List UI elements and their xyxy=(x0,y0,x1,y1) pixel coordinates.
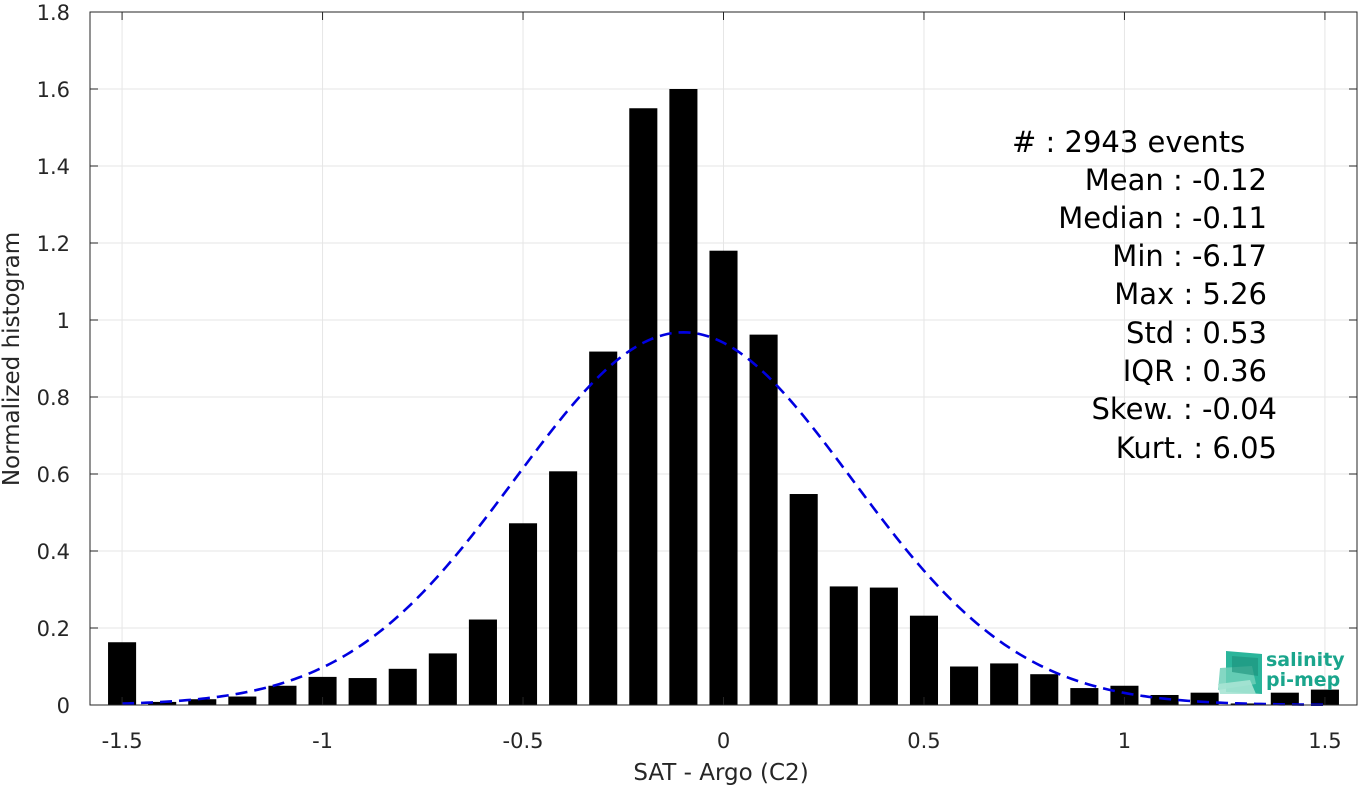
y-tick-label-5: 1 xyxy=(57,309,70,333)
histogram-bar-7 xyxy=(388,668,417,705)
x-tick-label-6: 1.5 xyxy=(1308,729,1341,753)
histogram-bar-9 xyxy=(468,619,497,705)
stat-max: Max : 5.26 xyxy=(1114,277,1267,311)
histogram-bar-23 xyxy=(1030,674,1059,705)
histogram-bar-24 xyxy=(1070,688,1099,705)
histogram-bar-19 xyxy=(869,587,898,705)
stat-iqr: IQR : 0.36 xyxy=(1123,354,1267,388)
histogram-bar-6 xyxy=(348,678,377,705)
logo-text-pimep: pi-mep xyxy=(1266,669,1340,691)
histogram-bar-3 xyxy=(228,696,257,705)
y-axis-label: Normalized histogram xyxy=(0,232,25,486)
histogram-bar-21 xyxy=(950,666,979,705)
x-tick-label-5: 1 xyxy=(1118,729,1131,753)
histogram-bar-17 xyxy=(789,494,818,705)
histogram-bar-18 xyxy=(829,586,858,705)
stat-median: Median : -0.11 xyxy=(1058,201,1267,235)
stat-mean: Mean : -0.12 xyxy=(1085,163,1267,197)
x-axis-label: SAT - Argo (C2) xyxy=(633,760,808,786)
histogram-bar-8 xyxy=(428,653,457,705)
histogram-bar-10 xyxy=(508,523,538,705)
y-tick-label-4: 0.8 xyxy=(37,386,70,410)
x-tick-label-3: 0 xyxy=(717,729,730,753)
normal-fit-curve xyxy=(122,331,1325,707)
histogram-bar-11 xyxy=(549,471,578,705)
y-tick-label-0: 0 xyxy=(57,694,70,718)
histogram-bar-16 xyxy=(749,334,778,705)
histogram-bar-14 xyxy=(669,89,698,705)
x-tick-label-2: -0.5 xyxy=(503,729,544,753)
histogram-bar-2 xyxy=(188,699,217,705)
y-tick-label-9: 1.8 xyxy=(37,1,70,25)
histogram-bar-1 xyxy=(148,701,177,705)
histogram-bar-4 xyxy=(268,685,297,705)
stat-std: Std : 0.53 xyxy=(1126,316,1267,350)
y-tick-label-6: 1.2 xyxy=(37,232,70,256)
stat-min: Min : -6.17 xyxy=(1112,239,1267,273)
histogram-bar-22 xyxy=(990,663,1019,705)
histogram-bar-15 xyxy=(709,250,738,705)
histogram-bar-20 xyxy=(909,615,939,705)
histogram-bar-13 xyxy=(629,108,658,705)
axis-ticks xyxy=(90,11,1357,706)
stat-events: # : 2943 events xyxy=(1012,125,1245,159)
y-tick-label-8: 1.6 xyxy=(37,78,70,102)
logo-text-salinity: salinity xyxy=(1266,649,1345,671)
stat-skew: Skew. : -0.04 xyxy=(1091,392,1277,426)
y-tick-label-1: 0.2 xyxy=(37,617,70,641)
x-tick-label-4: 0.5 xyxy=(907,729,940,753)
stats-box: # : 2943 events Mean : -0.12 Median : -0… xyxy=(1012,125,1277,465)
histogram-bar-12 xyxy=(589,351,618,705)
histogram-bar-0 xyxy=(108,642,137,705)
histogram-bar-25 xyxy=(1110,685,1139,705)
x-tick-label-1: -1 xyxy=(312,729,333,753)
salinity-pimep-logo: salinity pi-mep xyxy=(1218,649,1345,694)
histogram-bars xyxy=(108,89,1339,705)
histogram-bar-29 xyxy=(1270,692,1299,705)
y-tick-label-3: 0.6 xyxy=(37,463,70,487)
stat-kurt: Kurt. : 6.05 xyxy=(1116,431,1277,465)
x-tick-labels: -1.5 -1 -0.5 0 0.5 1 1.5 xyxy=(102,729,1342,753)
wave-logo-icon xyxy=(1218,651,1262,694)
x-tick-label-0: -1.5 xyxy=(102,729,143,753)
y-tick-label-2: 0.4 xyxy=(37,540,70,564)
y-tick-label-7: 1.4 xyxy=(37,155,70,179)
y-tick-labels: 0 0.2 0.4 0.6 0.8 1 1.2 1.4 1.6 1.8 xyxy=(37,1,70,718)
